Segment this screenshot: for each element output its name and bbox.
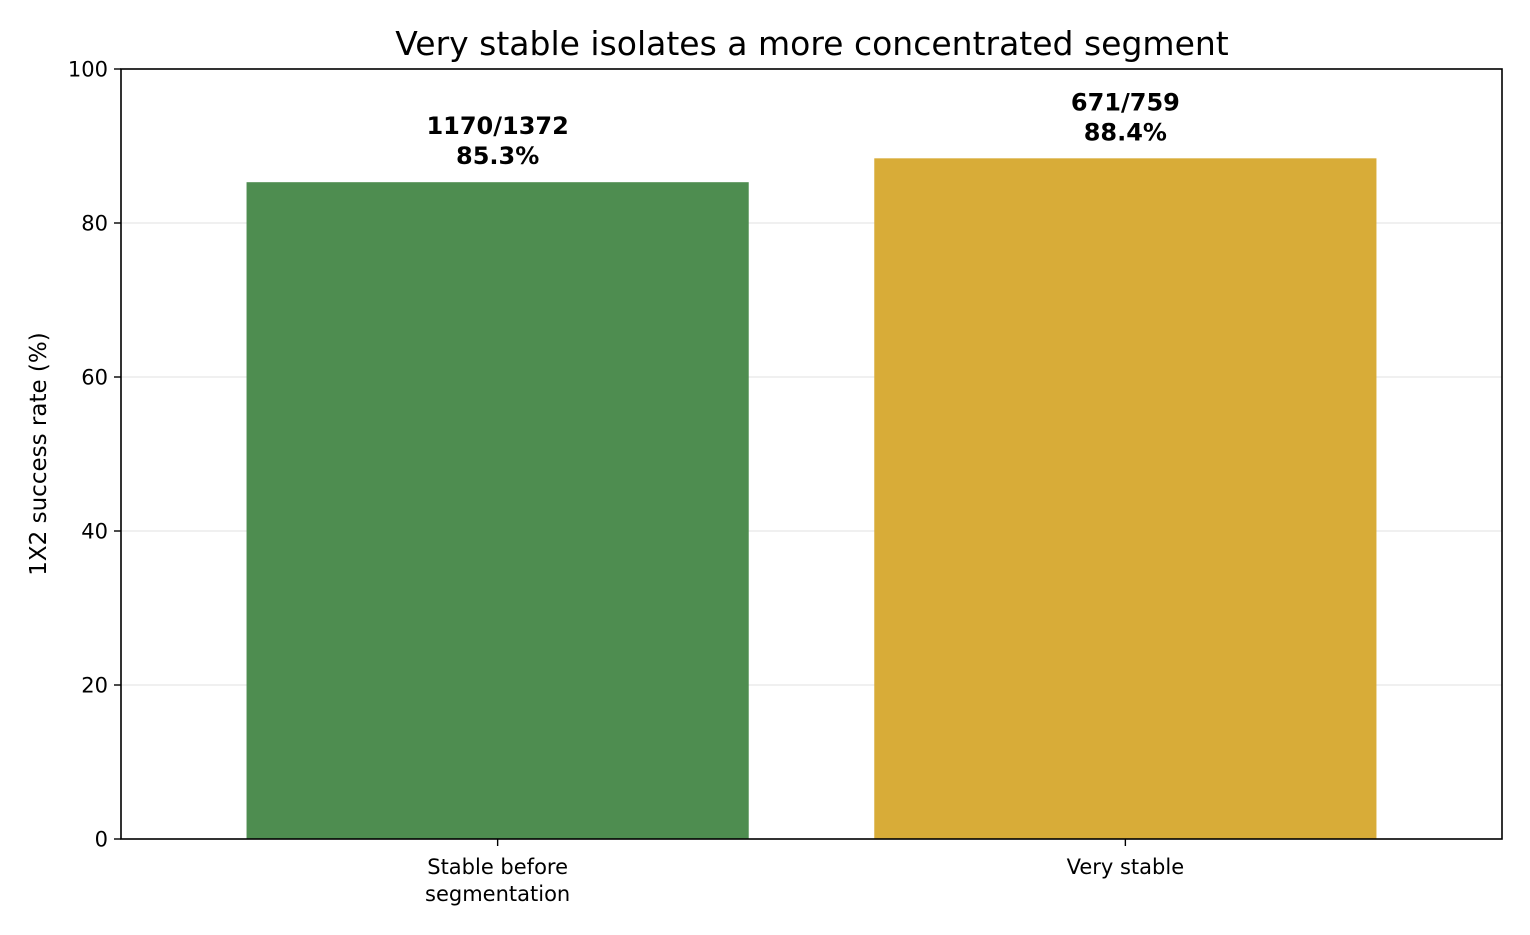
x-tick-label: Stable before segmentation [425,855,570,906]
y-tick-label: 60 [81,366,108,390]
bar [874,158,1377,839]
y-tick-label: 80 [81,212,108,236]
bar-data-label: 671/759 88.4% [1071,88,1180,146]
y-tick-label: 40 [81,520,108,544]
bar-data-label-line: 85.3% [456,142,539,170]
y-tick-label: 0 [95,828,108,852]
bar [246,182,749,839]
bar-data-label-line: 88.4% [1084,118,1167,146]
y-tick-label: 20 [81,674,108,698]
bar-data-label-line: 671/759 [1071,88,1180,116]
x-tick-label-line: Very stable [1067,855,1185,879]
x-tick-label-line: Stable before [427,855,568,879]
y-tick-label: 100 [68,58,108,82]
bar-data-labels: 1170/1372 85.3% 671/759 88.4% [426,88,1179,170]
y-axis-label: 1X2 success rate (%) [26,332,52,575]
chart-title: Very stable isolates a more concentrated… [395,24,1229,63]
bar-data-label-line: 1170/1372 [426,112,568,140]
y-axis-ticks: 0 20 40 60 80 100 [68,58,121,852]
bars [246,158,1377,839]
bar-data-label: 1170/1372 85.3% [426,112,568,170]
x-axis-ticks: Stable before segmentation Very stable [425,839,1184,906]
x-tick-label: Very stable [1067,855,1185,879]
plot-area-frame [120,68,1503,840]
x-tick-label-line: segmentation [425,882,570,906]
